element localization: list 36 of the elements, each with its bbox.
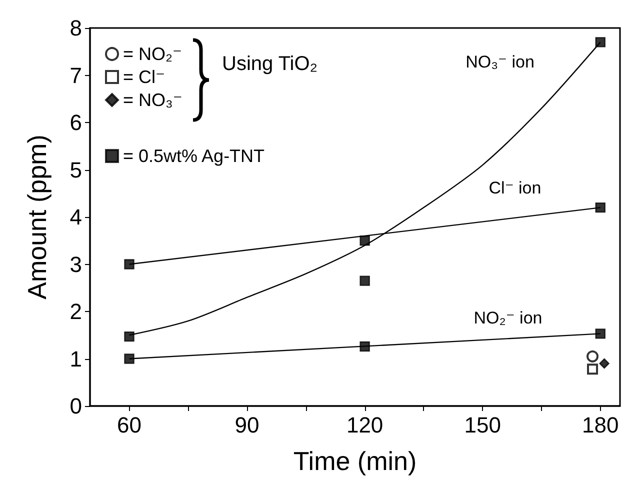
x-tick-label: 180 [582, 412, 619, 438]
point [124, 354, 134, 364]
point [595, 328, 606, 339]
y-tick-label: 6 [70, 110, 82, 135]
legend-label: = 0.5wt% Ag-TNT [123, 146, 265, 166]
legend-label: = Cl⁻ [123, 67, 166, 87]
y-tick-label: 3 [70, 252, 82, 277]
point [124, 331, 134, 342]
point [360, 341, 370, 352]
y-tick-label: 2 [70, 299, 82, 324]
y-tick-label: 0 [70, 394, 82, 418]
x-tick-label: 150 [464, 412, 501, 438]
point [587, 364, 598, 375]
annotation: Cl⁻ ion [488, 178, 542, 198]
y-tick-label: 1 [70, 346, 82, 372]
point [360, 276, 370, 286]
annotation: NO₃⁻ ion [466, 52, 534, 72]
x-tick-label: 120 [346, 412, 384, 438]
x-axis-title: Time (min) [293, 446, 417, 476]
point [586, 350, 599, 362]
y-tick-label: 7 [70, 62, 82, 88]
x-tick-label: 90 [234, 412, 260, 438]
y-tick-label: 4 [70, 204, 82, 230]
y-tick-label: 5 [70, 157, 82, 182]
annotation: Using TiO₂ [222, 53, 318, 75]
y-axis-title: Amount (ppm) [22, 134, 52, 300]
annotation: NO₂⁻ ion [474, 308, 542, 328]
point [595, 202, 606, 213]
x-tick-label: 60 [117, 412, 142, 438]
legend-label: = NO₃⁻ [123, 90, 182, 110]
point [124, 259, 134, 270]
y-tick-label: 8 [70, 16, 82, 40]
point [599, 358, 610, 369]
legend-label: = NO₂⁻ [123, 44, 182, 64]
point [595, 37, 606, 48]
point [360, 236, 370, 246]
